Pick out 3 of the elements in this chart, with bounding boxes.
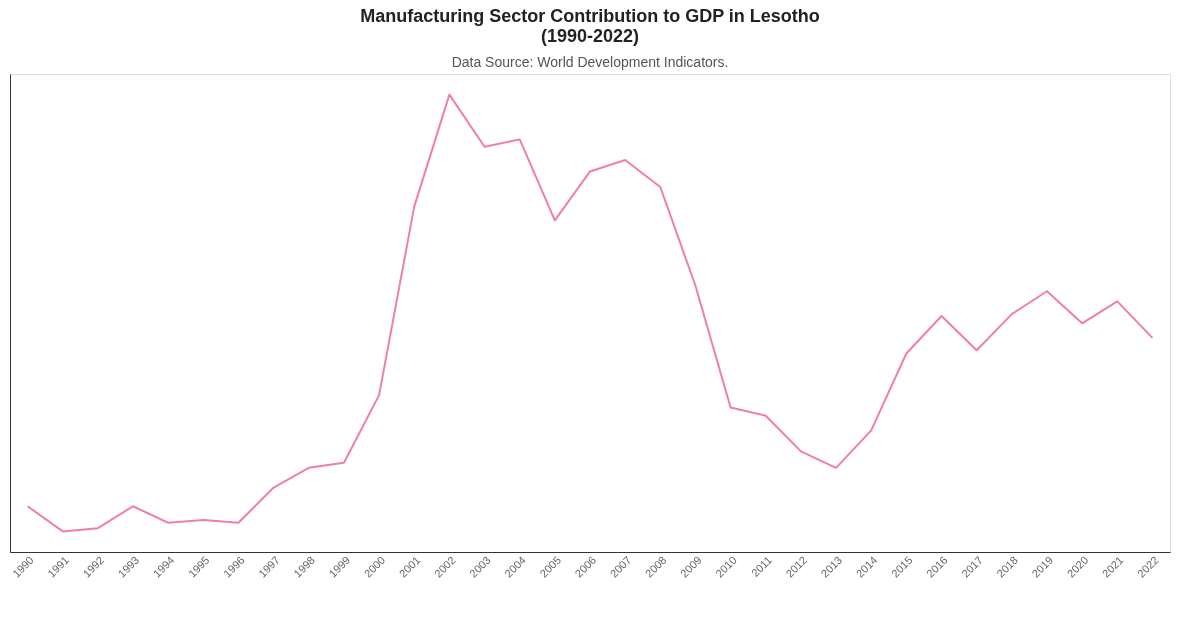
chart-subtitle: Data Source: World Development Indicators. — [451, 54, 729, 70]
text: Manufacturing Sector Contribution to GDP in Lesotho — [360, 6, 820, 26]
text: (1990-2022) — [540, 26, 640, 46]
